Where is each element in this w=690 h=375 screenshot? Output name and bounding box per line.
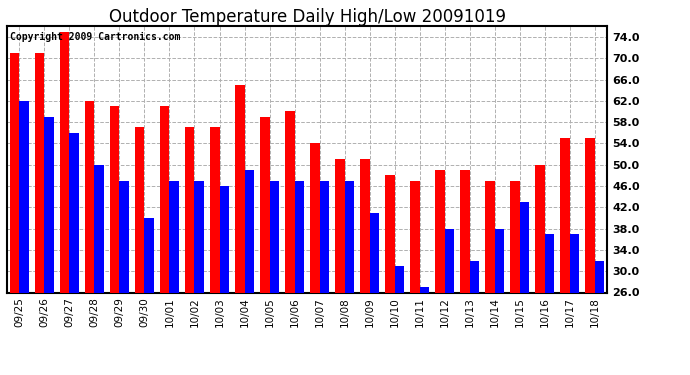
Bar: [395, 266, 404, 292]
Bar: [410, 181, 420, 292]
Bar: [144, 218, 154, 292]
Bar: [244, 170, 254, 292]
Bar: [185, 128, 195, 292]
Bar: [44, 117, 54, 292]
Bar: [470, 261, 479, 292]
Bar: [35, 53, 44, 292]
Bar: [319, 181, 329, 292]
Bar: [495, 229, 504, 292]
Bar: [560, 138, 570, 292]
Bar: [295, 181, 304, 292]
Title: Outdoor Temperature Daily High/Low 20091019: Outdoor Temperature Daily High/Low 20091…: [108, 8, 506, 26]
Bar: [520, 202, 529, 292]
Bar: [170, 181, 179, 292]
Bar: [370, 213, 379, 292]
Bar: [460, 170, 470, 292]
Bar: [160, 106, 170, 292]
Bar: [95, 165, 104, 292]
Bar: [385, 176, 395, 292]
Bar: [444, 229, 454, 292]
Bar: [195, 181, 204, 292]
Bar: [70, 133, 79, 292]
Bar: [335, 159, 344, 292]
Text: Copyright 2009 Cartronics.com: Copyright 2009 Cartronics.com: [10, 32, 180, 42]
Bar: [585, 138, 595, 292]
Bar: [260, 117, 270, 292]
Bar: [19, 101, 29, 292]
Bar: [570, 234, 579, 292]
Bar: [210, 128, 219, 292]
Bar: [10, 53, 19, 292]
Bar: [485, 181, 495, 292]
Bar: [360, 159, 370, 292]
Bar: [85, 101, 95, 292]
Bar: [235, 85, 244, 292]
Bar: [535, 165, 544, 292]
Bar: [510, 181, 520, 292]
Bar: [344, 181, 354, 292]
Bar: [595, 261, 604, 292]
Bar: [110, 106, 119, 292]
Bar: [219, 186, 229, 292]
Bar: [435, 170, 444, 292]
Bar: [544, 234, 554, 292]
Bar: [270, 181, 279, 292]
Bar: [310, 143, 319, 292]
Bar: [135, 128, 144, 292]
Bar: [285, 111, 295, 292]
Bar: [119, 181, 129, 292]
Bar: [60, 32, 70, 292]
Bar: [420, 287, 429, 292]
